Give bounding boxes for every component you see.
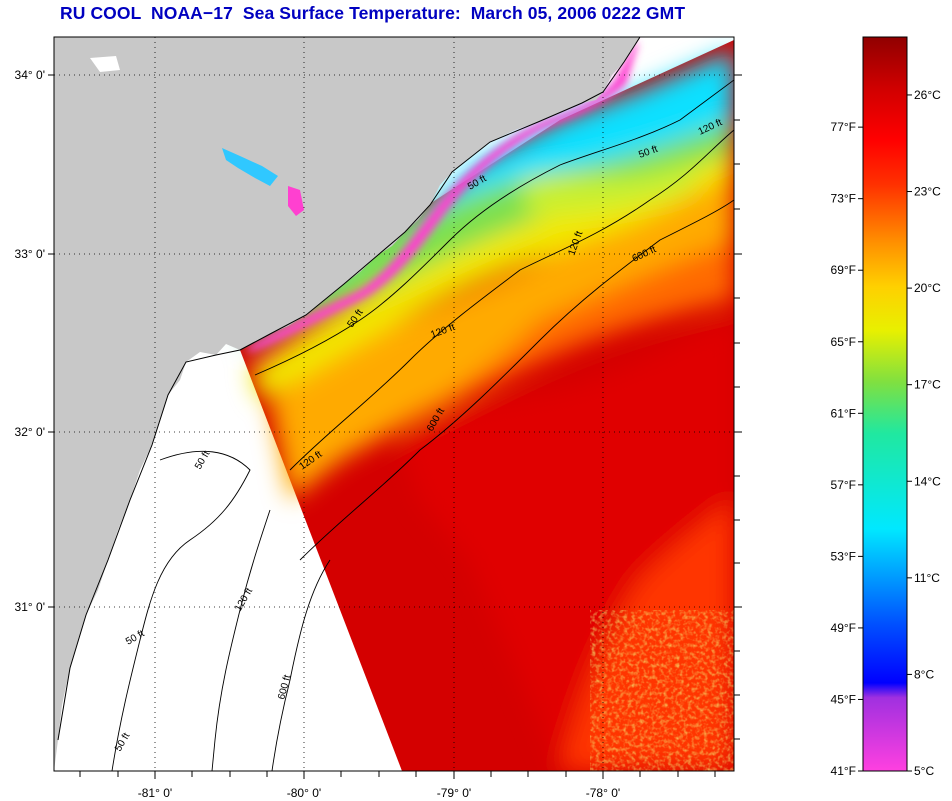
- colorbar-celsius-labels: 5°C 8°C 11°C 14°C 17°C 20°C 23°C 26°C: [914, 88, 941, 778]
- axis-ticks: [48, 74, 742, 779]
- inland-lake: [288, 186, 304, 216]
- isobath-120ft: [289, 129, 734, 471]
- page-title: RU COOL NOAA−17 Sea Surface Temperature:…: [60, 3, 686, 23]
- longitude-labels: -81° 0' -80° 0' -79° 0' -78° 0': [138, 786, 620, 800]
- lon-label: -81° 0': [138, 786, 172, 800]
- map-border: [53, 36, 735, 772]
- colorbar-f-label: 77°F: [831, 120, 856, 134]
- colorbar-f-label: 61°F: [831, 406, 856, 420]
- land-mass: [54, 37, 640, 771]
- colorbar-f-label: 41°F: [831, 764, 856, 778]
- colorbar-c-label: 20°C: [914, 281, 941, 295]
- isobath-50ft: [254, 79, 734, 376]
- latitude-labels: 34° 0' 33° 0' 32° 0' 31° 0': [15, 68, 45, 614]
- sst-swath: [240, 40, 734, 771]
- colorbar-c-label: 8°C: [914, 667, 934, 681]
- colorbar-c-label: 17°C: [914, 378, 941, 392]
- lat-label: 33° 0': [15, 247, 45, 261]
- isobath-120ft-south: [211, 509, 271, 771]
- map-frame: 50 ft 50 ft 50 ft 50 ft 50 ft 50 ft 120 …: [54, 37, 734, 771]
- isobath-600ft: [299, 199, 734, 561]
- inland-water: [90, 56, 120, 72]
- colorbar-gradient: [863, 37, 907, 771]
- lat-label: 31° 0': [15, 600, 45, 614]
- coastline: [57, 37, 641, 741]
- isobaths: [111, 79, 734, 771]
- lon-label: -79° 0': [437, 786, 471, 800]
- lon-label: -80° 0': [287, 786, 321, 800]
- colorbar-c-label: 14°C: [914, 474, 941, 488]
- colorbar-f-label: 65°F: [831, 335, 856, 349]
- lat-label: 32° 0': [15, 425, 45, 439]
- colorbar-f-label: 73°F: [831, 192, 856, 206]
- colorbar-c-label: 5°C: [914, 764, 934, 778]
- lon-label: -78° 0': [586, 786, 620, 800]
- colorbar-c-label: 11°C: [914, 571, 940, 585]
- isobath-600ft-south: [271, 559, 331, 771]
- colorbar-fahrenheit-labels: 41°F 45°F 49°F 53°F 57°F 61°F 65°F 69°F 73°F 77°F: [831, 120, 856, 778]
- colorbar-f-label: 53°F: [831, 549, 856, 563]
- isobath-50ft-south: [111, 450, 251, 771]
- colorbar-f-label: 45°F: [831, 692, 856, 706]
- lat-label: 34° 0': [15, 68, 45, 82]
- colorbar-c-label: 23°C: [914, 185, 941, 199]
- colorbar-f-label: 69°F: [831, 263, 856, 277]
- colorbar-c-label: 26°C: [914, 88, 941, 102]
- colorbar-ticks: [858, 94, 912, 772]
- inland-lake: [222, 148, 278, 186]
- colorbar-f-label: 57°F: [831, 478, 856, 492]
- colorbar-f-label: 49°F: [831, 621, 856, 635]
- colorbar: 41°F 45°F 49°F 53°F 57°F 61°F 65°F 69°F 73°F 77°F…: [831, 36, 941, 778]
- colorbar-border: [862, 36, 908, 772]
- graticule: [54, 37, 734, 771]
